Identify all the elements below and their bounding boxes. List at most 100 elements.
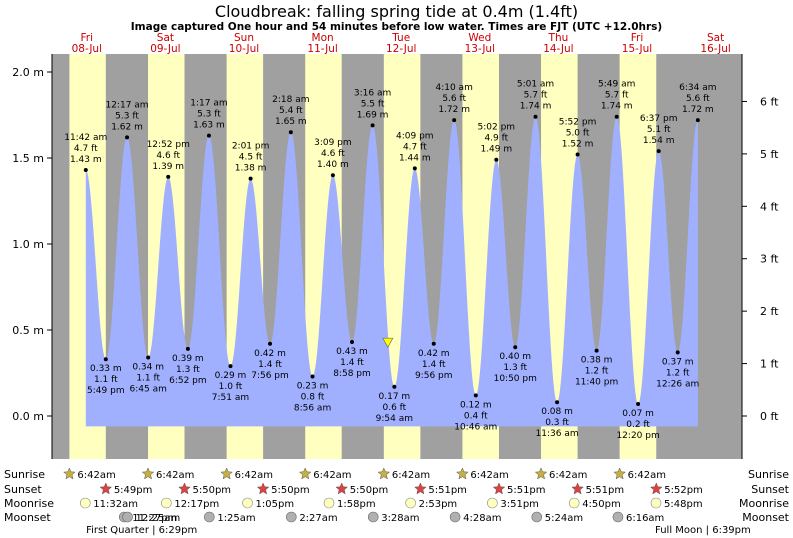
low-tide-metres: 0.42 m [418,349,450,359]
sunset-time: 5:50pm [192,485,231,496]
low-tide-feet: 1.4 ft [422,360,446,370]
left-axis-label: 2.0 m [12,66,44,79]
day-date-label: 13-Jul [465,43,495,55]
low-tide-time: 10:46 am [454,422,497,432]
low-tide-metres: 0.40 m [499,352,531,362]
moon-phase-label: First Quarter | 6:29pm [86,525,197,536]
sunset-icon [336,483,347,494]
low-tide-feet: 1.2 ft [666,368,690,378]
sunset-icon [257,483,268,494]
moonrise-icon [569,498,579,508]
low-tide-metres: 0.23 m [297,381,329,391]
high-tide-feet: 5.1 ft [647,125,671,135]
low-tide-feet: 1.4 ft [340,358,364,368]
sunrise-time: 6:42am [156,470,194,481]
low-tide-time: 7:51 am [212,393,249,403]
sunset-time: 5:49pm [114,485,153,496]
high-tide-point [249,177,253,181]
low-tide-feet: 1.3 ft [503,363,527,373]
high-tide-feet: 5.7 ft [524,91,548,101]
left-axis-label: 1.5 m [12,152,44,165]
sunset-time: 5:52pm [664,485,703,496]
sunset-icon [493,483,504,494]
high-tide-point [331,173,335,177]
sunset-icon [572,483,583,494]
high-tide-time: 5:52 pm [559,118,597,128]
low-tide-metres: 0.39 m [172,354,204,364]
high-tide-metres: 1.74 m [601,102,633,112]
low-tide-time: 8:56 am [294,403,331,413]
high-tide-metres: 1.39 m [152,162,184,172]
moonset-time: 3:28am [381,513,419,524]
sunrise-time: 6:42am [235,470,273,481]
high-tide-time: 4:10 am [435,83,472,93]
sunrise-icon [300,468,311,479]
sunrise-time: 6:42am [392,470,430,481]
low-tide-metres: 0.42 m [254,349,286,359]
moonset-icon [123,512,133,522]
low-tide-point [186,347,190,351]
low-tide-point [432,342,436,346]
low-tide-time: 8:58 pm [333,369,371,379]
moonset-time: 4:28am [463,513,501,524]
day-date-label: 16-Jul [700,43,730,55]
sunrise-icon [64,468,75,479]
moonset-icon [368,512,378,522]
low-tide-time: 11:36 am [536,429,579,439]
high-tide-metres: 1.54 m [643,136,675,146]
row-label-left: Moonset [4,511,51,524]
low-tide-feet: 0.3 ft [545,418,569,428]
low-tide-feet: 1.1 ft [94,375,118,385]
high-tide-feet: 5.6 ft [442,94,466,104]
moon-phase-label: Full Moon | 6:39pm [655,525,751,536]
sunrise-time: 6:42am [77,470,115,481]
high-tide-time: 1:17 am [190,99,227,109]
high-tide-metres: 1.63 m [193,121,225,131]
sunrise-icon [378,468,389,479]
sunrise-time: 6:42am [470,470,508,481]
low-tide-time: 9:54 am [376,414,413,424]
high-tide-time: 12:17 am [105,100,148,110]
high-tide-time: 6:34 am [679,83,716,93]
sunset-time: 5:50pm [350,485,389,496]
sunset-icon [179,483,190,494]
high-tide-point [534,115,538,119]
high-tide-point [494,158,498,162]
moonset-icon [532,512,542,522]
sunrise-icon [457,468,468,479]
high-tide-time: 11:42 am [64,133,107,143]
low-tide-metres: 0.12 m [460,400,492,410]
low-tide-feet: 1.0 ft [219,382,243,392]
low-tide-feet: 1.4 ft [258,360,282,370]
high-tide-point [207,134,211,138]
left-axis-label: 0.0 m [12,410,44,423]
low-tide-time: 6:45 am [130,385,167,395]
high-tide-point [289,130,293,134]
high-tide-feet: 5.4 ft [279,106,303,116]
high-tide-point [84,168,88,172]
high-tide-metres: 1.65 m [275,117,307,127]
moonrise-time: 4:50pm [582,499,621,510]
moonset-time: 5:24am [545,513,583,524]
low-tide-point [595,349,599,353]
low-tide-feet: 1.2 ft [585,367,609,377]
moonrise-time: 3:51pm [500,499,539,510]
right-axis-label: 0 ft [760,410,779,423]
sunrise-icon [535,468,546,479]
sunset-icon [415,483,426,494]
moonrise-icon [80,498,90,508]
moonset-icon [450,512,460,522]
sunset-time: 5:51pm [507,485,546,496]
moonrise-time: 1:58pm [337,499,376,510]
high-tide-time: 3:09 pm [314,138,352,148]
day-date-label: 10-Jul [229,43,259,55]
moonset-icon [286,512,296,522]
right-axis-label: 1 ft [760,358,779,371]
low-tide-feet: 1.3 ft [176,365,200,375]
low-tide-time: 9:56 pm [415,371,453,381]
high-tide-time: 5:01 am [517,80,554,90]
day-date-label: 11-Jul [307,43,337,55]
row-label-right: Sunset [751,483,789,496]
sunset-icon [100,483,111,494]
